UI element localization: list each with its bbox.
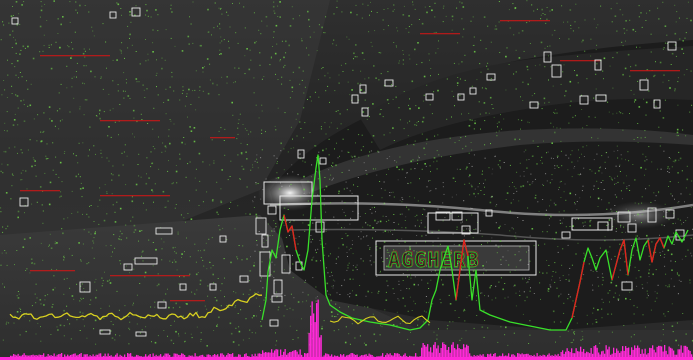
- bumper-box: [279, 195, 359, 221]
- hood-highlight: [300, 128, 693, 195]
- right-box: [571, 217, 613, 231]
- plate-text: AGGHERB: [388, 248, 479, 272]
- red-scanlines: [20, 20, 680, 302]
- headlight-glow: [258, 175, 322, 211]
- lower-bumper-line: [289, 228, 693, 241]
- detection-boxes: [11, 7, 685, 337]
- signal-traces: [9, 154, 689, 331]
- magenta-histogram: [0, 299, 693, 360]
- grille-box: [427, 212, 479, 234]
- green-noise-points: [0, 0, 693, 347]
- left-field: [0, 0, 330, 240]
- car-windshield: [360, 46, 693, 150]
- road: [0, 215, 693, 360]
- right-headlight-glow: [605, 201, 675, 229]
- plate-text-red-overlay: AGGHERB: [389, 247, 480, 271]
- headlight-box: [263, 181, 313, 205]
